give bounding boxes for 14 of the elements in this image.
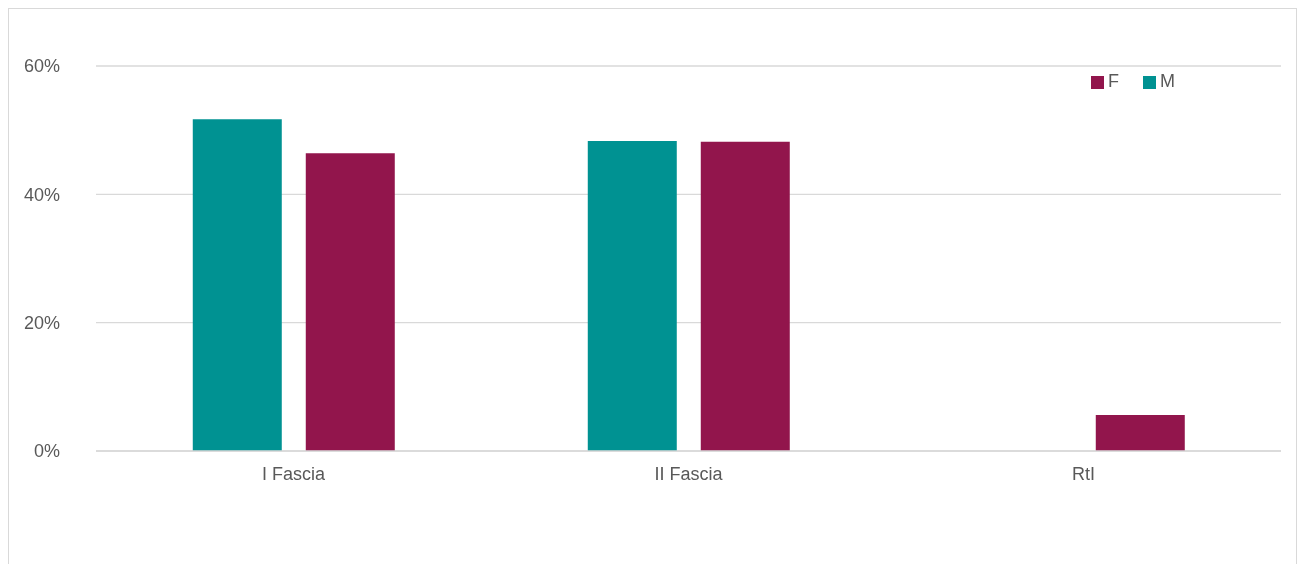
x-tick-label: RtI <box>1071 463 1096 484</box>
bar <box>700 141 790 451</box>
y-tick-label: 0% <box>33 441 60 462</box>
y-tick-label: 20% <box>23 313 60 334</box>
legend-label: M <box>1160 71 1175 91</box>
bar <box>587 141 677 451</box>
x-tick-label: II Fascia <box>654 463 724 484</box>
y-tick-label: 40% <box>23 184 60 205</box>
legend-label: F <box>1108 71 1119 91</box>
bar <box>192 119 282 451</box>
bar <box>305 153 395 451</box>
x-tick-label: I Fascia <box>261 463 326 484</box>
bar <box>1095 415 1185 451</box>
y-tick-label: 60% <box>23 56 60 77</box>
